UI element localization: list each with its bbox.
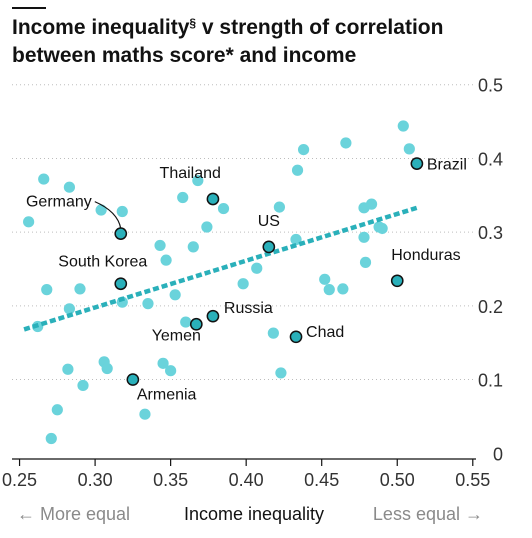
data-point <box>154 240 165 251</box>
data-point <box>77 380 88 391</box>
x-axis-title: Income inequality <box>184 504 324 524</box>
highlight-point-south-korea <box>115 278 126 289</box>
highlight-point-chad <box>290 331 301 342</box>
highlight-point-brazil <box>411 158 422 169</box>
data-point <box>292 165 303 176</box>
data-point <box>340 137 351 148</box>
data-point <box>170 289 181 300</box>
data-point <box>201 221 212 232</box>
data-point <box>180 316 191 327</box>
data-point <box>160 255 171 266</box>
data-point <box>337 283 348 294</box>
data-point <box>52 404 63 415</box>
x-tick-label: 0.50 <box>380 470 415 490</box>
y-tick-label: 0 <box>493 444 503 464</box>
data-point <box>358 232 369 243</box>
label-germany: Germany <box>26 194 92 211</box>
x-tick-label: 0.25 <box>2 470 37 490</box>
y-tick-label: 0.4 <box>478 149 503 169</box>
y-tick-label: 0.1 <box>478 371 503 391</box>
y-tick-label: 0.5 <box>478 76 503 96</box>
data-point <box>274 201 285 212</box>
data-point <box>268 328 279 339</box>
data-point <box>74 283 85 294</box>
highlight-point-us <box>263 241 274 252</box>
data-point <box>360 257 371 268</box>
x-tick-label: 0.45 <box>304 470 339 490</box>
data-point <box>377 223 388 234</box>
x-tick-label: 0.55 <box>455 470 490 490</box>
label-honduras: Honduras <box>391 247 460 264</box>
data-point <box>324 284 335 295</box>
data-point <box>142 298 153 309</box>
x-tick-label: 0.35 <box>153 470 188 490</box>
data-point <box>117 206 128 217</box>
label-south-korea: South Korea <box>58 254 147 271</box>
label-armenia: Armenia <box>137 387 197 404</box>
data-point <box>238 278 249 289</box>
data-point <box>38 173 49 184</box>
highlight-point-honduras <box>392 275 403 286</box>
data-point <box>96 204 107 215</box>
data-point <box>46 433 57 444</box>
data-point <box>64 303 75 314</box>
highlight-point-armenia <box>127 374 138 385</box>
highlight-point-germany <box>115 228 126 239</box>
data-point <box>139 409 150 420</box>
data-point <box>218 203 229 214</box>
data-point <box>177 192 188 203</box>
highlight-point-russia <box>207 311 218 322</box>
label-yemen: Yemen <box>152 327 201 344</box>
data-point <box>366 199 377 210</box>
label-thailand: Thailand <box>160 165 221 182</box>
data-point <box>102 363 113 374</box>
highlight-point-thailand <box>207 193 218 204</box>
data-point <box>251 263 262 274</box>
y-tick-label: 0.2 <box>478 297 503 317</box>
label-us: US <box>258 213 280 230</box>
data-point <box>64 182 75 193</box>
data-point <box>62 364 73 375</box>
data-point <box>41 284 52 295</box>
label-brazil: Brazil <box>427 157 467 174</box>
data-point <box>319 274 330 285</box>
more-equal-note: ← More equal <box>17 504 130 524</box>
data-point <box>165 365 176 376</box>
data-point <box>404 143 415 154</box>
highlighted-points <box>115 158 422 385</box>
x-tick-label: 0.40 <box>229 470 264 490</box>
x-tick-label: 0.30 <box>78 470 113 490</box>
y-tick-labels: 0 0.1 0.2 0.3 0.4 0.5 <box>478 76 503 465</box>
label-russia: Russia <box>224 300 273 317</box>
less-equal-note: Less equal → <box>373 504 483 524</box>
data-point <box>275 367 286 378</box>
label-chad: Chad <box>306 324 344 341</box>
y-tick-label: 0.3 <box>478 223 503 243</box>
data-point <box>188 241 199 252</box>
x-ticks: 0.25 0.30 0.35 0.40 0.45 0.50 0.55 <box>2 459 490 490</box>
data-point <box>23 216 34 227</box>
data-point <box>298 144 309 155</box>
data-point <box>398 120 409 131</box>
